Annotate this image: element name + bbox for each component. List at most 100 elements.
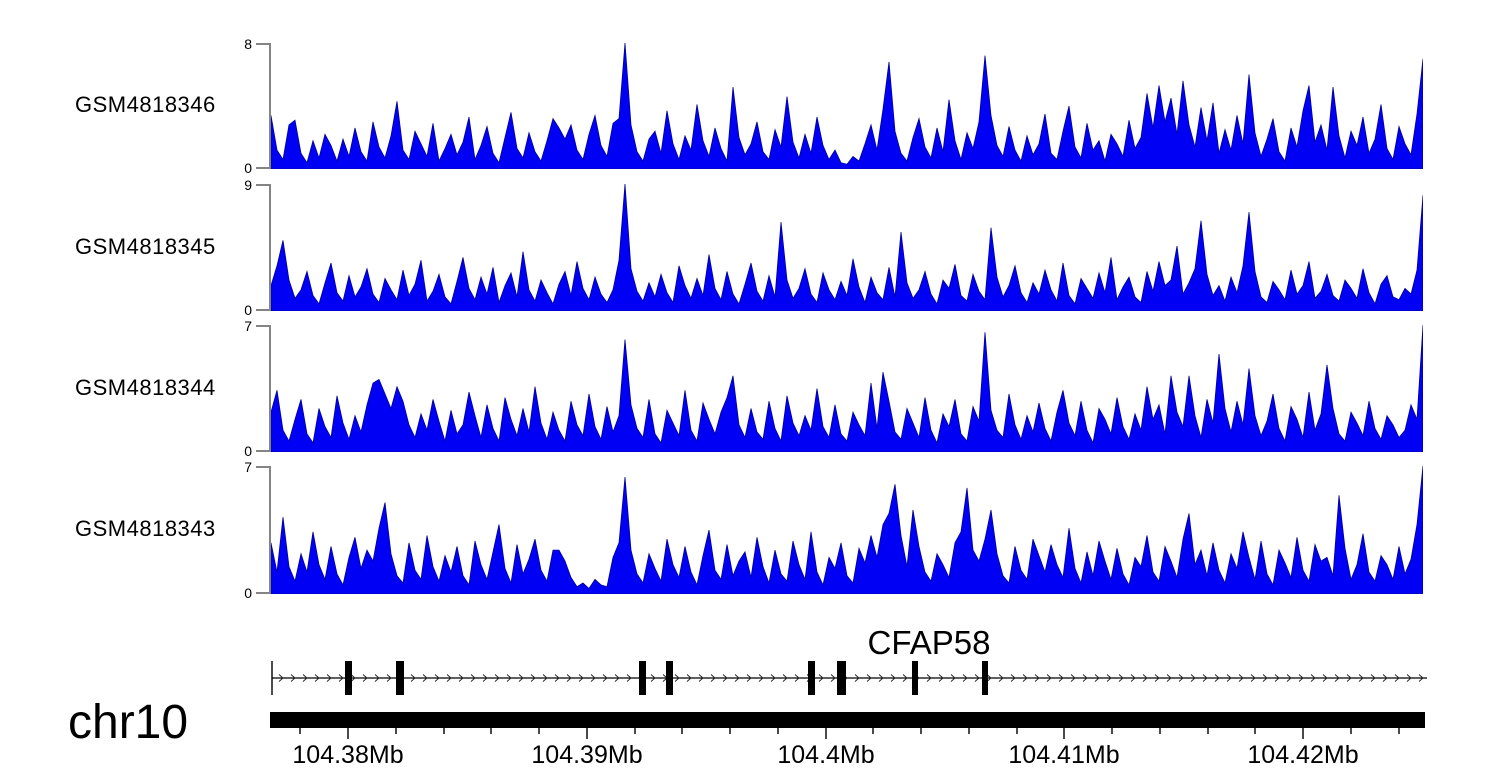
strand-arrow-icon — [458, 674, 464, 682]
strand-arrow-icon — [962, 674, 968, 682]
y-axis-line — [269, 466, 271, 594]
strand-arrow-icon — [1370, 674, 1376, 682]
track-label: GSM4818346 — [75, 91, 216, 117]
strand-arrow-icon — [278, 674, 284, 682]
axis-minor-tick — [395, 728, 397, 734]
strand-arrow-icon — [698, 674, 704, 682]
strand-arrow-icon — [326, 674, 332, 682]
axis-minor-tick — [872, 728, 874, 734]
coverage-area-plot — [271, 184, 1423, 311]
strand-arrow-icon — [1334, 674, 1340, 682]
gene-model-svg — [271, 661, 1427, 695]
y-min-label: 0 — [244, 160, 252, 176]
strand-arrow-icon — [434, 674, 440, 682]
y-min-label: 0 — [244, 585, 252, 601]
y-axis-line — [269, 43, 271, 169]
strand-arrow-icon — [1178, 674, 1184, 682]
strand-arrow-icon — [446, 674, 452, 682]
strand-arrow-icon — [350, 674, 356, 682]
strand-arrow-icon — [1010, 674, 1016, 682]
strand-arrow-icon — [590, 674, 596, 682]
strand-arrow-icon — [1286, 674, 1292, 682]
axis-tick-label: 104.42Mb — [1247, 741, 1359, 769]
axis-minor-tick — [729, 728, 731, 734]
axis-minor-tick — [634, 728, 636, 734]
strand-arrow-icon — [830, 674, 836, 682]
strand-arrow-icon — [710, 674, 716, 682]
genome-axis-bar — [270, 712, 1425, 728]
strand-arrow-icon — [518, 674, 524, 682]
strand-arrow-icon — [554, 674, 560, 682]
strand-arrow-icon — [386, 674, 392, 682]
strand-arrow-icon — [782, 674, 788, 682]
y-axis-tick-max — [256, 184, 269, 186]
y-axis-tick-min — [256, 309, 269, 311]
coverage-track-row: GSM4818343 7 0 — [0, 460, 1500, 600]
track-label: GSM4818343 — [75, 515, 216, 541]
exon-box — [639, 661, 646, 695]
axis-major-tick — [825, 728, 827, 739]
strand-arrow-icon — [1202, 674, 1208, 682]
strand-arrow-icon — [1346, 674, 1352, 682]
y-axis-line — [269, 184, 271, 311]
exon-box — [345, 661, 352, 695]
axis-minor-tick — [1207, 728, 1209, 734]
strand-arrow-icon — [758, 674, 764, 682]
strand-arrow-icon — [938, 674, 944, 682]
strand-arrow-icon — [314, 674, 320, 682]
strand-arrow-icon — [1382, 674, 1388, 682]
axis-tick-label: 104.41Mb — [1008, 741, 1120, 769]
y-axis-tick-min — [256, 592, 269, 594]
strand-arrow-icon — [1190, 674, 1196, 682]
strand-arrow-icon — [530, 674, 536, 682]
coverage-track-row: GSM4818346 8 0 — [0, 37, 1500, 175]
track-label: GSM4818344 — [75, 374, 216, 400]
axis-minor-tick — [443, 728, 445, 734]
strand-arrow-icon — [986, 674, 992, 682]
gene-name-label: CFAP58 — [867, 624, 991, 661]
exon-box — [396, 661, 404, 695]
strand-arrow-icon — [410, 674, 416, 682]
strand-arrow-icon — [302, 674, 308, 682]
strand-arrow-icon — [1166, 674, 1172, 682]
strand-arrow-icon — [626, 674, 632, 682]
axis-minor-tick — [920, 728, 922, 734]
strand-arrow-icon — [290, 674, 296, 682]
strand-arrow-icon — [890, 674, 896, 682]
exon-box — [982, 661, 988, 695]
coverage-track-row: GSM4818344 7 0 — [0, 319, 1500, 458]
strand-arrow-icon — [974, 674, 980, 682]
strand-arrow-icon — [1394, 674, 1400, 682]
strand-arrow-icon — [338, 674, 344, 682]
axis-minor-tick — [1254, 728, 1256, 734]
strand-arrow-icon — [878, 674, 884, 682]
strand-arrow-icon — [722, 674, 728, 682]
y-min-label: 0 — [244, 443, 252, 459]
strand-arrow-icon — [818, 674, 824, 682]
strand-arrow-icon — [854, 674, 860, 682]
strand-arrow-icon — [602, 674, 608, 682]
strand-arrow-icon — [1418, 674, 1424, 682]
track-label: GSM4818345 — [75, 233, 216, 259]
axis-minor-tick — [1398, 728, 1400, 734]
strand-arrow-icon — [1406, 674, 1412, 682]
coverage-polygon — [271, 43, 1423, 169]
strand-arrow-icon — [482, 674, 488, 682]
strand-arrow-icon — [1298, 674, 1304, 682]
exon-box — [837, 661, 846, 695]
axis-major-tick — [347, 728, 349, 739]
axis-minor-tick — [538, 728, 540, 734]
axis-major-tick — [586, 728, 588, 739]
strand-arrow-icon — [734, 674, 740, 682]
strand-arrow-icon — [1274, 674, 1280, 682]
axis-minor-tick — [968, 728, 970, 734]
strand-arrow-icon — [1082, 674, 1088, 682]
coverage-area-plot — [271, 466, 1423, 594]
strand-arrow-icon — [1214, 674, 1220, 682]
coverage-polygon — [271, 466, 1423, 594]
y-axis-line — [269, 325, 271, 452]
y-min-label: 0 — [244, 302, 252, 318]
strand-arrow-icon — [950, 674, 956, 682]
y-max-label: 7 — [244, 459, 252, 475]
strand-arrow-icon — [1106, 674, 1112, 682]
